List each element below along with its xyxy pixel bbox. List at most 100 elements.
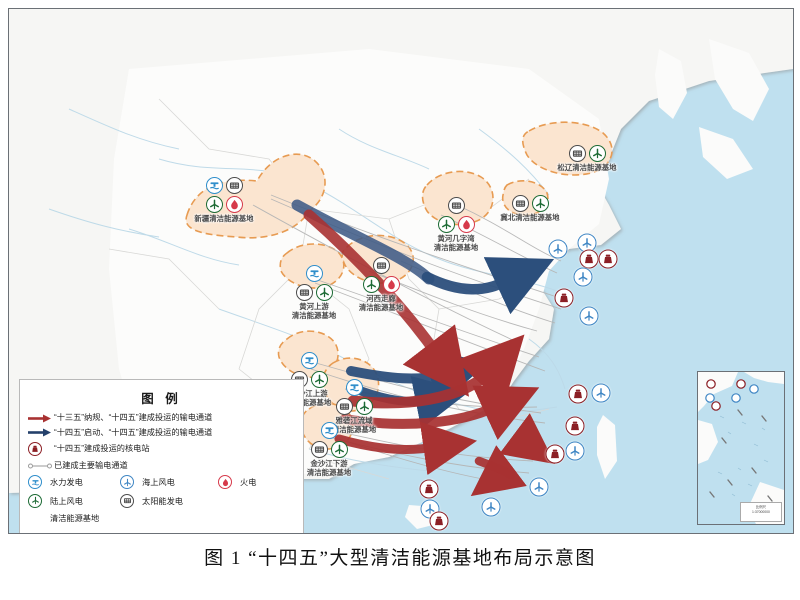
marker-nk-3[interactable] [554, 288, 574, 308]
region-icon-cluster [296, 422, 362, 458]
nuclear-icon [429, 511, 449, 531]
wind-icon [531, 195, 549, 212]
scale-bar: 比例尺 1:27500000 012 345 1000k [28, 529, 295, 534]
solar-icon [310, 441, 328, 458]
legend-grid-row-2: 陆上风电 太阳能发电 [28, 493, 295, 508]
marker-ow-6[interactable] [565, 441, 585, 461]
region-icon-cluster [556, 145, 618, 162]
hydro-icon [205, 177, 223, 194]
wind-icon [588, 145, 606, 162]
region-label: 金沙江上游 清洁能源基地 [286, 389, 332, 407]
landmass-korea [655, 49, 687, 119]
region-huangheshangyou[interactable]: 黄河上游 清洁能源基地 [281, 265, 347, 320]
hydro-icon [28, 475, 50, 489]
solar-icon [511, 195, 529, 212]
legend-item-hydro: 水力发电 [28, 475, 120, 489]
nuclear-icon [565, 416, 585, 436]
marker-nk-6[interactable] [545, 444, 565, 464]
icon-row [499, 195, 561, 212]
region-jinshajiangxiayou[interactable]: 金沙江下游 清洁能源基地 [296, 422, 362, 477]
region-icon-cluster [191, 177, 257, 213]
marker-nk-8[interactable] [429, 511, 449, 531]
legend-item-base: 清洁能源基地 [28, 512, 120, 524]
region-huanghejiziwan[interactable]: 黄河几字湾 清洁能源基地 [423, 197, 489, 252]
icon-row-top [191, 177, 257, 194]
region-label: 新疆清洁能源基地 [194, 214, 254, 223]
nuclear-icon [419, 479, 439, 499]
legend-row-nuclear: “十四五”建成投运的核电站 [28, 442, 295, 456]
nuclear-icon [28, 442, 54, 456]
offshore-wind-icon [529, 477, 549, 497]
icon-row-bottom [423, 216, 489, 233]
legend-label-base: 清洁能源基地 [50, 514, 100, 523]
region-icon-cluster [499, 195, 561, 212]
wind-icon [315, 284, 333, 301]
region-icon-cluster [423, 197, 489, 233]
marker-ow-7[interactable] [529, 477, 549, 497]
legend-label-solar: 太阳能发电 [142, 496, 183, 506]
nuclear-icon [545, 444, 565, 464]
wind-icon [437, 216, 455, 233]
solar-icon [295, 284, 313, 301]
nuclear-icon [598, 249, 618, 269]
marker-nk-2[interactable] [598, 249, 618, 269]
inset-scale-label: 比例尺 [755, 505, 767, 509]
wind-icon [362, 276, 380, 293]
marker-ow-5[interactable] [591, 383, 611, 403]
marker-nk-5[interactable] [565, 416, 585, 436]
inset-scale-ratio: 1:37000000 [752, 510, 770, 514]
wind-icon [330, 441, 348, 458]
marker-nk-4[interactable] [568, 384, 588, 404]
hydro-icon [305, 265, 323, 282]
legend-item-onshore-wind: 陆上风电 [28, 493, 120, 508]
offshore-wind-icon [591, 383, 611, 403]
red-arrow-lower-head [472, 385, 540, 440]
region-label: 金沙江下游 清洁能源基地 [306, 459, 352, 477]
legend-label-hydro: 水力发电 [50, 478, 83, 487]
landmass-taiwan [597, 415, 617, 479]
marker-ow-4[interactable] [579, 306, 599, 326]
marker-ow-1[interactable] [548, 239, 568, 259]
icon-row-top [423, 197, 489, 214]
region-hexizoulang[interactable]: 河西走廊 清洁能源基地 [348, 257, 414, 312]
wind-icon [355, 398, 373, 415]
icon-row-top [281, 265, 347, 282]
hydro-icon [345, 379, 363, 396]
nuclear-icon [568, 384, 588, 404]
wind-icon [205, 196, 223, 213]
red-arrow-guangxi-tail [474, 456, 516, 480]
hydro-icon [300, 352, 318, 369]
region-xinjiang[interactable]: 新疆清洁能源基地 [191, 177, 257, 223]
offshore-wind-icon [565, 441, 585, 461]
legend-label-thermal: 火电 [240, 478, 257, 487]
marker-nk-7[interactable] [419, 479, 439, 499]
legend-grid-row-1: 水力发电 海上风电 [28, 475, 295, 489]
region-yalongjiang[interactable]: 雅砻江流域 清洁能源基地 [321, 379, 387, 434]
marker-ow-9[interactable] [481, 497, 501, 517]
marker-nk-1[interactable] [579, 249, 599, 269]
landmass-japan-north [709, 39, 769, 121]
icon-row-bottom [348, 276, 414, 293]
region-icon-cluster [281, 265, 347, 301]
offshore-wind-icon [481, 497, 501, 517]
region-icon-cluster [321, 379, 387, 415]
red-arrow-icon [28, 414, 54, 423]
legend-item-thermal: 火电 [218, 475, 256, 489]
region-label: 黄河上游 清洁能源基地 [291, 302, 337, 320]
red-arrow-mid-head [455, 334, 525, 406]
legend-row-blue-arrow: “十四五”启动、“十四五”建成投运的输电通道 [28, 428, 295, 438]
red-arrow-se-corner [499, 413, 556, 465]
legend-item-offshore-wind: 海上风电 [120, 475, 218, 489]
legend-item-solar: 太阳能发电 [120, 493, 218, 508]
legend-label-nuclear: “十四五”建成投运的核电站 [54, 444, 150, 453]
region-jibei[interactable]: 冀北清洁能源基地 [499, 195, 561, 222]
marker-ow-3[interactable] [573, 267, 593, 287]
offshore-wind-icon [548, 239, 568, 259]
icon-row-bottom [321, 398, 387, 415]
legend-label-offshore-wind: 海上风电 [142, 478, 175, 487]
nuclear-icon [579, 249, 599, 269]
icon-row-top [276, 352, 342, 369]
solar-icon [335, 398, 353, 415]
region-label: 河西走廊 清洁能源基地 [358, 294, 404, 312]
region-songliao[interactable]: 松辽清洁能源基地 [556, 145, 618, 172]
